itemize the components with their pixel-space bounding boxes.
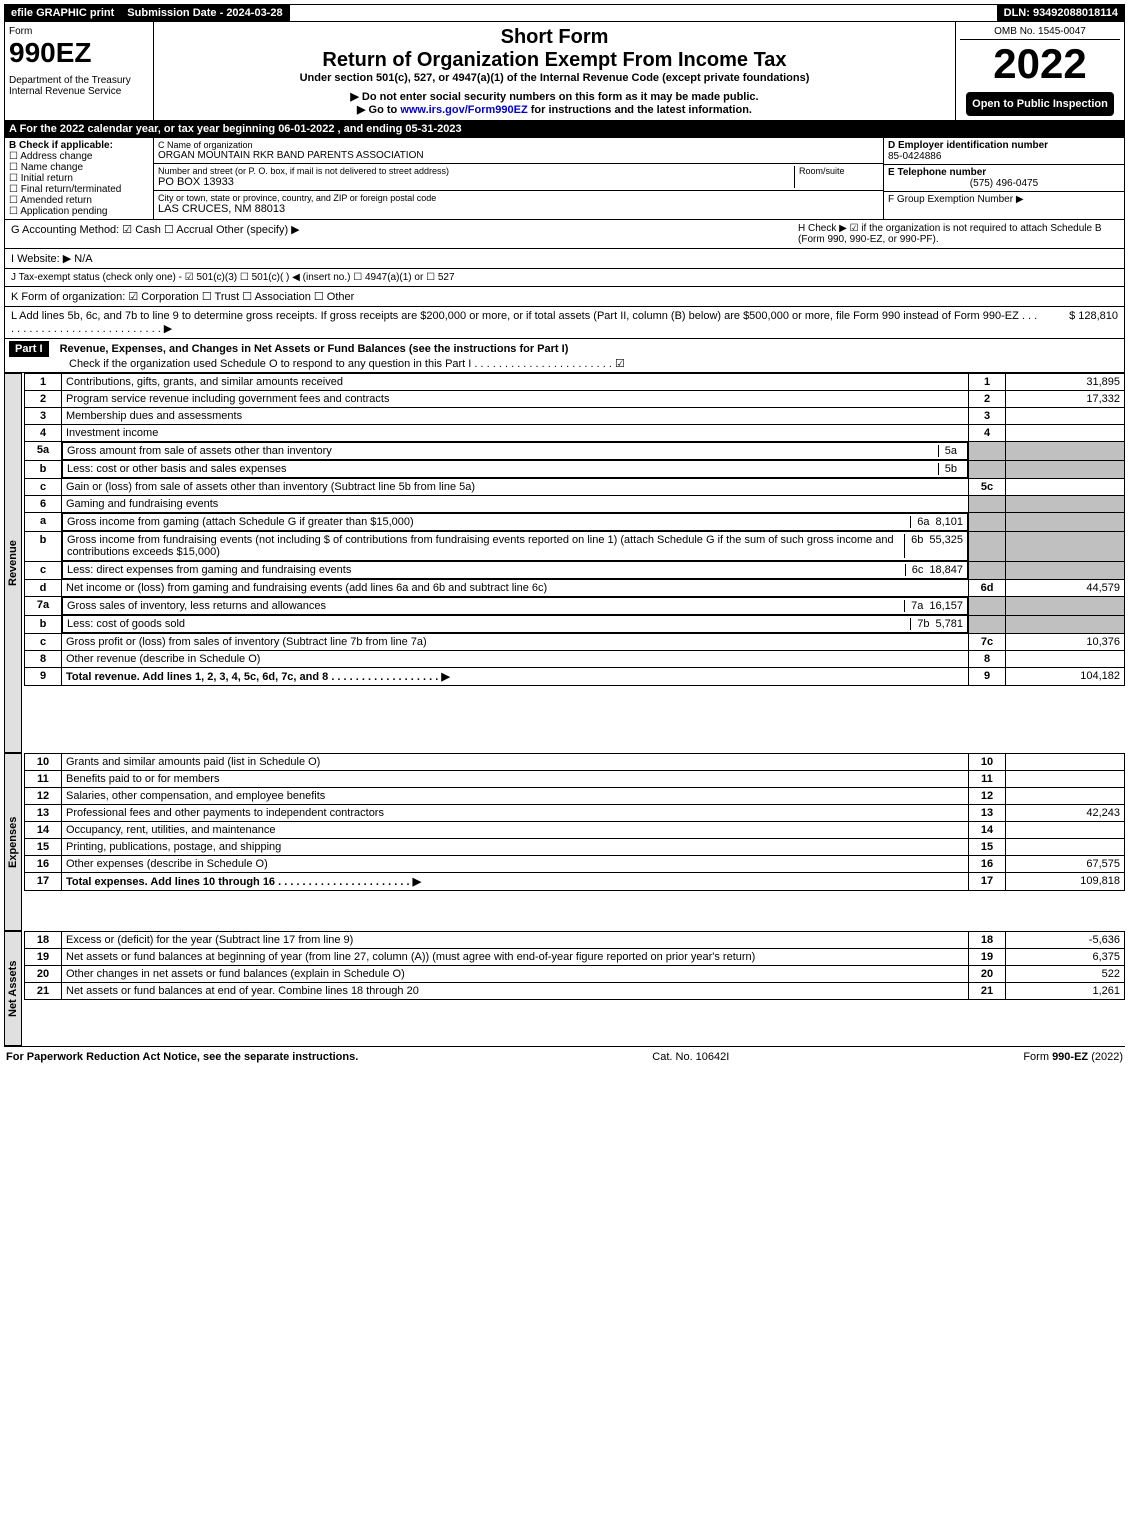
netassets-label: Net Assets bbox=[4, 931, 22, 1046]
box-f-label: F Group Exemption Number ▶ bbox=[888, 194, 1120, 205]
chk-pending[interactable]: ☐ Application pending bbox=[9, 206, 149, 217]
part1-label: Part I bbox=[9, 341, 49, 357]
main-title: Return of Organization Exempt From Incom… bbox=[158, 49, 951, 72]
part1-check: Check if the organization used Schedule … bbox=[69, 357, 1120, 370]
city-label: City or town, state or province, country… bbox=[158, 193, 879, 203]
chk-address[interactable]: ☐ Address change bbox=[9, 151, 149, 162]
row-i: I Website: ▶ N/A bbox=[4, 249, 1125, 269]
tax-year: 2022 bbox=[960, 40, 1120, 88]
chk-initial[interactable]: ☐ Initial return bbox=[9, 173, 149, 184]
footer-right: Form 990-EZ (2022) bbox=[1023, 1051, 1123, 1063]
warning-2: ▶ Go to www.irs.gov/Form990EZ for instru… bbox=[158, 103, 951, 116]
expenses-table: 10Grants and similar amounts paid (list … bbox=[24, 753, 1125, 891]
omb-number: OMB No. 1545-0047 bbox=[960, 26, 1120, 40]
revenue-label: Revenue bbox=[4, 373, 22, 753]
part1-title: Revenue, Expenses, and Changes in Net As… bbox=[60, 343, 569, 355]
box-d-label: D Employer identification number bbox=[888, 140, 1120, 151]
netassets-table: 18Excess or (deficit) for the year (Subt… bbox=[24, 931, 1125, 1000]
row-h: H Check ▶ ☑ if the organization is not r… bbox=[798, 223, 1118, 245]
page-footer: For Paperwork Reduction Act Notice, see … bbox=[4, 1046, 1125, 1067]
revenue-table: 1Contributions, gifts, grants, and simil… bbox=[24, 373, 1125, 686]
topbar: efile GRAPHIC print Submission Date - 20… bbox=[4, 4, 1125, 22]
chk-amended[interactable]: ☐ Amended return bbox=[9, 195, 149, 206]
efile-label[interactable]: efile GRAPHIC print bbox=[5, 5, 121, 21]
chk-final[interactable]: ☐ Final return/terminated bbox=[9, 184, 149, 195]
row-a-period: A For the 2022 calendar year, or tax yea… bbox=[4, 121, 1125, 138]
row-k: K Form of organization: ☑ Corporation ☐ … bbox=[4, 287, 1125, 307]
org-name: ORGAN MOUNTAIN RKR BAND PARENTS ASSOCIAT… bbox=[158, 150, 879, 161]
street-label: Number and street (or P. O. box, if mail… bbox=[158, 166, 794, 176]
ein: 85-0424886 bbox=[888, 151, 1120, 162]
box-e-label: E Telephone number bbox=[888, 167, 1120, 178]
footer-left: For Paperwork Reduction Act Notice, see … bbox=[6, 1051, 358, 1063]
form-number: 990EZ bbox=[9, 37, 149, 69]
section-bcdef: B Check if applicable: ☐ Address change … bbox=[4, 138, 1125, 220]
row-l-text: L Add lines 5b, 6c, and 7b to line 9 to … bbox=[11, 310, 1038, 335]
expenses-label: Expenses bbox=[4, 753, 22, 931]
form-header: Form 990EZ Department of the Treasury In… bbox=[4, 22, 1125, 121]
street-addr: PO BOX 13933 bbox=[158, 176, 794, 188]
box-c-label: C Name of organization bbox=[158, 140, 879, 150]
row-l: L Add lines 5b, 6c, and 7b to line 9 to … bbox=[4, 307, 1125, 339]
subtitle: Under section 501(c), 527, or 4947(a)(1)… bbox=[158, 72, 951, 84]
row-l-amount: $ 128,810 bbox=[1038, 310, 1118, 335]
dept-line2: Internal Revenue Service bbox=[9, 86, 149, 97]
open-inspection: Open to Public Inspection bbox=[966, 92, 1114, 116]
box-b-title: B Check if applicable: bbox=[9, 140, 149, 151]
phone: (575) 496-0475 bbox=[888, 178, 1120, 189]
row-j: J Tax-exempt status (check only one) - ☑… bbox=[4, 269, 1125, 287]
submission-date: Submission Date - 2024-03-28 bbox=[121, 5, 289, 21]
row-g: G Accounting Method: ☑ Cash ☐ Accrual Ot… bbox=[11, 223, 798, 245]
city-state-zip: LAS CRUCES, NM 88013 bbox=[158, 203, 879, 215]
chk-name[interactable]: ☐ Name change bbox=[9, 162, 149, 173]
short-form-title: Short Form bbox=[158, 26, 951, 49]
footer-mid: Cat. No. 10642I bbox=[652, 1051, 729, 1063]
dept-line1: Department of the Treasury bbox=[9, 75, 149, 86]
irs-link[interactable]: www.irs.gov/Form990EZ bbox=[400, 104, 527, 116]
warning-1: ▶ Do not enter social security numbers o… bbox=[158, 90, 951, 103]
room-suite-label: Room/suite bbox=[794, 166, 879, 188]
part1-header-row: Part I Revenue, Expenses, and Changes in… bbox=[4, 339, 1125, 373]
form-label: Form bbox=[9, 26, 149, 37]
dln: DLN: 93492088018114 bbox=[998, 5, 1124, 21]
